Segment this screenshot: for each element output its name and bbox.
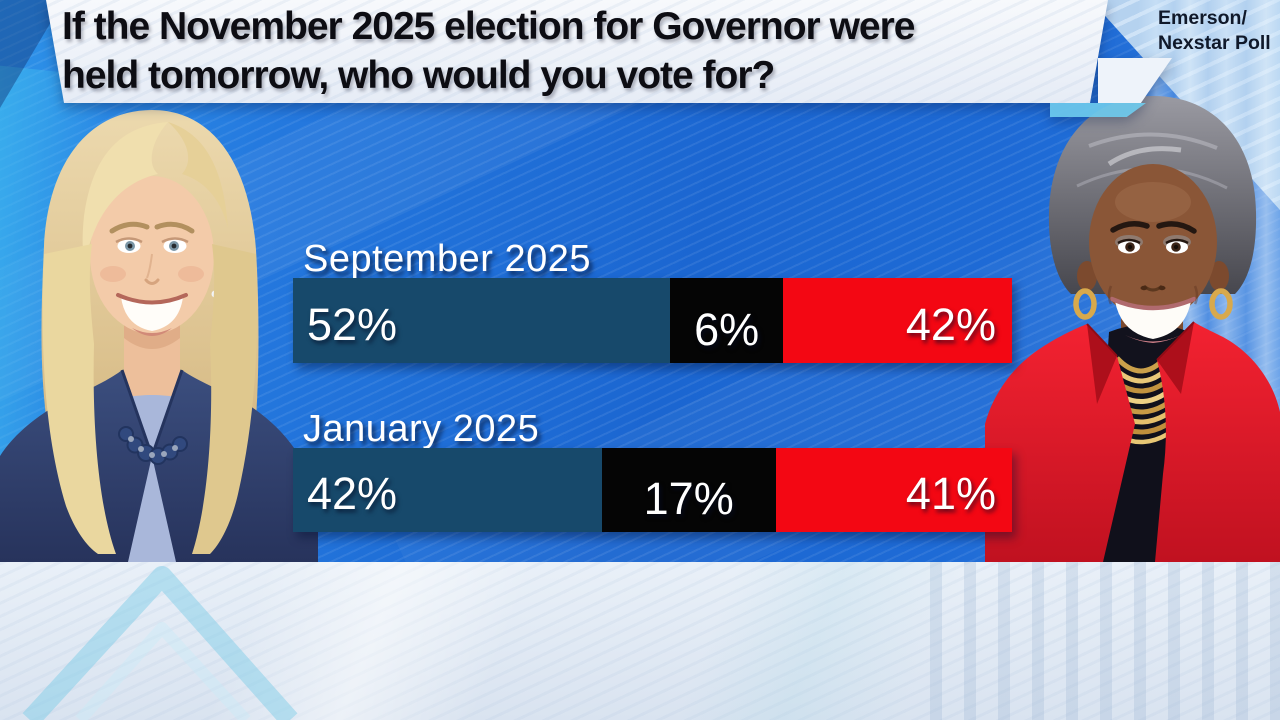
panel-tail-ribbon (1098, 58, 1172, 103)
poll-results-chart: September 2025 52% 6% 42% January 2025 4… (293, 240, 1012, 532)
source-line-2: Nexstar Poll (1158, 32, 1271, 54)
poll-row-january: January 2025 42% 17% 41% (293, 410, 1012, 532)
left-candidate-photo (0, 104, 318, 562)
segment-value-label: 17% (643, 473, 734, 524)
bar-segment-red: 42% (783, 278, 1012, 363)
poll-row-september: September 2025 52% 6% 42% (293, 240, 1012, 363)
poll-source-label: Emerson/ Nexstar Poll (1158, 6, 1271, 56)
bar-segment-blue: 52% (293, 278, 671, 363)
poll-question-title: If the November 2025 election for Govern… (62, 2, 915, 100)
segment-value-label: 42% (307, 468, 398, 519)
bar-segment-black: 6% (670, 278, 784, 363)
chevron-watermark-icon (22, 566, 298, 720)
stacked-bar-january: 42% 17% 41% (293, 448, 1012, 532)
right-candidate-photo (985, 94, 1280, 562)
segment-value-label: 52% (307, 298, 398, 350)
segment-value-label: 6% (694, 303, 760, 355)
cyan-ribbon-accent (1050, 103, 1146, 117)
bar-segment-red: 41% (775, 448, 1012, 532)
title-line-1: If the November 2025 election for Govern… (62, 5, 915, 48)
lower-third-band (0, 562, 1280, 720)
title-panel-shape: If the November 2025 election for Govern… (46, 0, 1108, 103)
title-panel: If the November 2025 election for Govern… (0, 0, 1280, 130)
segment-value-label: 42% (905, 298, 996, 350)
woman-blonde-navy-blazer-illustration (0, 110, 318, 562)
poll-date-label: September 2025 (303, 238, 591, 280)
poll-date-label: January 2025 (303, 408, 540, 450)
bar-segment-blue: 42% (293, 448, 602, 532)
segment-value-label: 41% (905, 468, 996, 519)
panel-stripes-overlay (46, 0, 1108, 103)
title-line-2: held tomorrow, who would you vote for? (62, 54, 775, 97)
bar-segment-black: 17% (601, 448, 776, 532)
woman-gray-hair-red-blazer-illustration (985, 96, 1280, 562)
source-line-1: Emerson/ (1158, 7, 1247, 29)
stacked-bar-september: 52% 6% 42% (293, 278, 1012, 363)
